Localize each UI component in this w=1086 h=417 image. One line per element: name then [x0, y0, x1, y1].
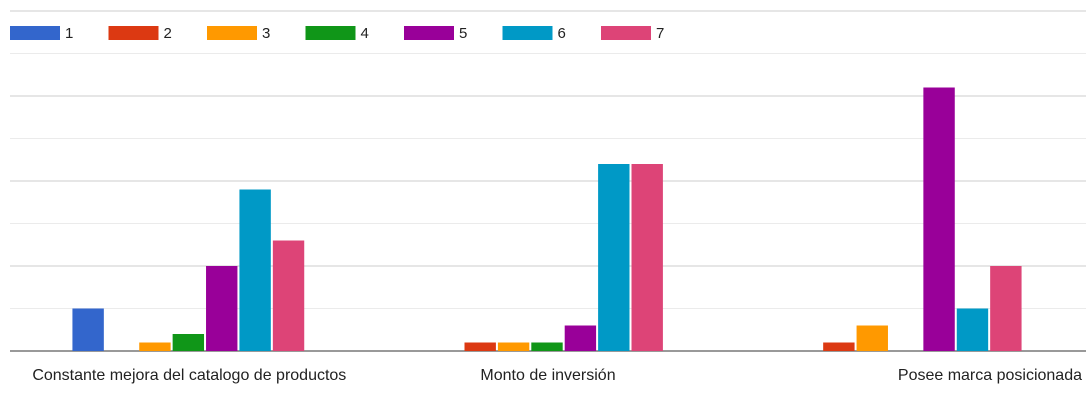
legend-swatch [10, 26, 60, 40]
legend-label: 6 [558, 25, 566, 42]
bar [856, 325, 888, 351]
bar [239, 189, 271, 351]
x-tick-label: Constante mejora del catalogo de product… [32, 367, 347, 384]
bar [956, 308, 989, 351]
legend-swatch [108, 26, 159, 40]
bar [990, 266, 1022, 351]
legend-swatch [207, 26, 257, 40]
bar [206, 266, 238, 351]
bar [631, 164, 663, 351]
legend-swatch [502, 26, 553, 40]
bar [564, 325, 597, 351]
x-tick-label: Posee marca posicionada [897, 367, 1082, 384]
legend-label: 2 [164, 25, 172, 42]
bar [598, 164, 630, 351]
bar [923, 87, 955, 351]
legend-label: 3 [262, 25, 270, 42]
legend-label: 7 [656, 25, 664, 42]
legend-swatch [601, 26, 651, 40]
bar [497, 342, 530, 351]
legend-label: 1 [65, 25, 73, 42]
legend-label: 4 [361, 25, 369, 42]
legend-swatch [404, 26, 454, 40]
legend-label: 5 [459, 25, 467, 42]
bar [72, 308, 104, 351]
bar [272, 240, 305, 351]
legend-swatch [305, 26, 356, 40]
bar [464, 342, 496, 351]
x-tick-label: Monto de inversión [480, 367, 616, 384]
bar [139, 342, 171, 351]
bar [823, 342, 855, 351]
bar [172, 334, 205, 351]
bar [531, 342, 563, 351]
